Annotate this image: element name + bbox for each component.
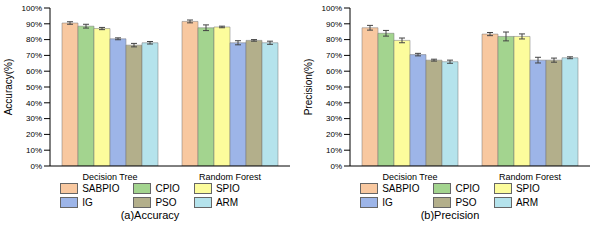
html-text:(a)Accuracy: (a)Accuracy — [120, 209, 180, 221]
html-text:ARM: ARM — [515, 196, 539, 208]
svg-text:90%: 90% — [326, 20, 342, 29]
svg-text:100%: 100% — [22, 4, 42, 13]
svg-text:60%: 60% — [326, 67, 342, 76]
html-text:ARM: ARM — [215, 196, 239, 208]
svg-text:90%: 90% — [26, 20, 42, 29]
svg-text:0%: 0% — [30, 162, 42, 171]
svg-text:10%: 10% — [26, 146, 42, 155]
svg-text:50%: 50% — [326, 83, 342, 92]
svg-text:30%: 30% — [326, 114, 342, 123]
svg-text:Decision Tree: Decision Tree — [382, 172, 437, 182]
svg-text:10%: 10% — [326, 146, 342, 155]
svg-text:50%: 50% — [26, 83, 42, 92]
svg-text:20%: 20% — [326, 130, 342, 139]
html-text:SPIO: SPIO — [515, 182, 540, 194]
svg-text:40%: 40% — [26, 99, 42, 108]
svg-text:100%: 100% — [322, 4, 342, 13]
html-text:IG: IG — [382, 196, 393, 208]
svg-text:80%: 80% — [26, 35, 42, 44]
html-text:(b)Precision: (b)Precision — [420, 209, 480, 221]
html-text:PSO: PSO — [155, 196, 177, 208]
html-text:PSO: PSO — [455, 196, 477, 208]
svg-text:Random Forest: Random Forest — [499, 172, 562, 182]
svg-text:70%: 70% — [26, 51, 42, 60]
svg-text:Precision(%): Precision(%) — [303, 59, 314, 116]
html-text:IG: IG — [82, 196, 93, 208]
svg-text:20%: 20% — [26, 130, 42, 139]
html-text:SABPIO: SABPIO — [82, 182, 120, 194]
svg-text:80%: 80% — [326, 35, 342, 44]
html-text:CPIO: CPIO — [155, 182, 180, 194]
html-text:SABPIO: SABPIO — [382, 182, 420, 194]
svg-text:Decision Tree: Decision Tree — [82, 172, 137, 182]
svg-text:70%: 70% — [326, 51, 342, 60]
svg-text:Accuracy(%): Accuracy(%) — [8, 59, 14, 116]
svg-text:30%: 30% — [26, 114, 42, 123]
html-text:SPIO: SPIO — [215, 182, 240, 194]
html-text:CPIO: CPIO — [455, 182, 480, 194]
svg-text:0%: 0% — [330, 162, 342, 171]
svg-text:Random Forest: Random Forest — [199, 172, 262, 182]
svg-text:40%: 40% — [326, 99, 342, 108]
svg-text:60%: 60% — [26, 67, 42, 76]
